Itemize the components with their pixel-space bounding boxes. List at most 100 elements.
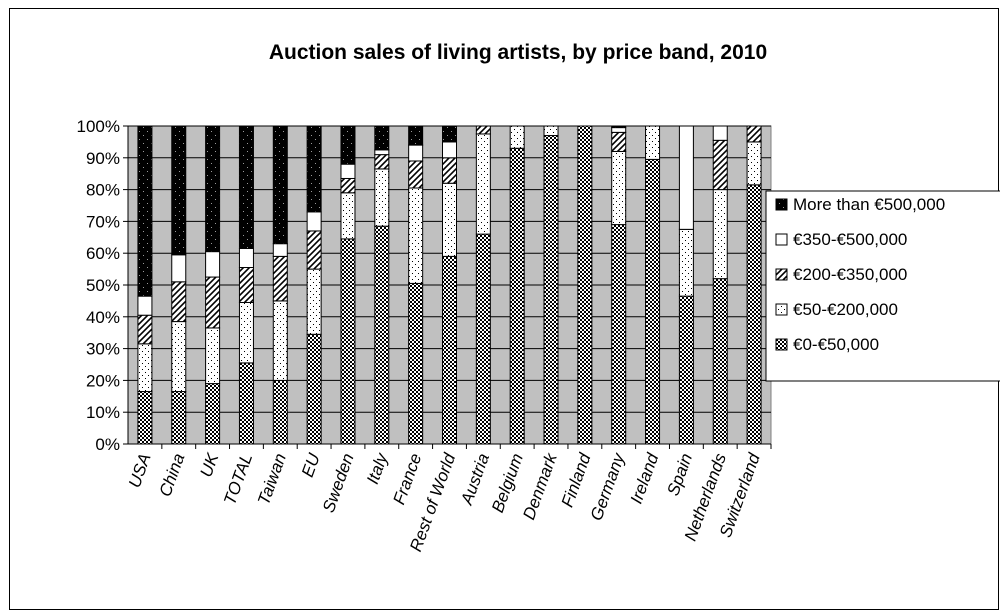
x-tick-label: Spain <box>663 451 696 498</box>
bar-segment <box>611 131 627 152</box>
bar-segment <box>171 391 187 445</box>
bar-segment <box>272 300 288 381</box>
y-tick-label: 80% <box>86 181 120 200</box>
bar-segment <box>442 157 457 184</box>
y-tick-label: 90% <box>86 149 120 168</box>
x-tick-label: USA <box>125 451 155 490</box>
bar-segment <box>374 125 390 151</box>
bar-segment <box>137 125 153 297</box>
bar-segment <box>746 184 762 445</box>
bar-segment <box>712 125 728 141</box>
x-tick-label: Finland <box>558 450 595 509</box>
y-tick-label: 20% <box>86 371 120 390</box>
legend-label: €350-€500,000 <box>793 230 907 249</box>
chart: Auction sales of living artists, by pric… <box>77 41 1000 554</box>
bar-segment <box>712 139 728 191</box>
bar-segment <box>171 254 187 283</box>
bar-segment <box>272 379 288 445</box>
bar-segment <box>611 125 627 129</box>
x-tick-label: UK <box>196 450 222 479</box>
chart-area: Auction sales of living artists, by pric… <box>9 8 1000 610</box>
bars <box>137 125 762 445</box>
y-tick-label: 70% <box>86 212 120 231</box>
y-tick-label: 60% <box>86 244 120 263</box>
bar-segment <box>205 383 221 445</box>
bar-segment <box>205 276 221 329</box>
bar-segment <box>171 125 187 256</box>
bar-segment <box>746 125 762 143</box>
x-tick-label: China <box>155 451 188 499</box>
x-tick-label: Sweden <box>319 451 358 515</box>
bar-segment <box>746 141 762 186</box>
bar-segment <box>272 255 288 302</box>
bar-segment <box>205 327 221 385</box>
bar-segment <box>678 228 694 297</box>
bar-segment <box>442 141 457 159</box>
bar-segment <box>712 189 728 280</box>
y-tick-label: 0% <box>95 435 120 454</box>
bar-segment <box>475 233 491 445</box>
x-tick-label: France <box>389 451 425 507</box>
y-tick-label: 50% <box>86 276 120 295</box>
bar-segment <box>678 125 694 230</box>
bar-segment <box>712 278 728 445</box>
bar-segment <box>238 362 254 445</box>
chart-title: Auction sales of living artists, by pric… <box>269 41 767 64</box>
bar-segment <box>340 238 356 445</box>
legend-label: €0-€50,000 <box>793 335 879 354</box>
bar-segment <box>306 230 322 270</box>
legend-label: More than €500,000 <box>793 195 945 214</box>
legend-label: €200-€350,000 <box>793 265 907 284</box>
bar-segment <box>306 268 322 335</box>
bar-segment <box>306 333 322 445</box>
bar-segment <box>306 211 322 232</box>
bar-segment <box>475 133 491 235</box>
bar-segment <box>137 295 153 316</box>
bar-segment <box>137 314 153 345</box>
bar-segment <box>205 251 221 278</box>
legend-label: €50-€200,000 <box>793 300 898 319</box>
bar-segment <box>611 127 627 133</box>
bar-segment <box>272 125 288 245</box>
bar-segment <box>238 125 254 249</box>
legend: More than €500,000 €350-€500,000 €200-€350… <box>775 195 945 354</box>
x-tick-label: Ireland <box>627 450 663 506</box>
axes <box>123 125 772 449</box>
bar-segment <box>272 243 288 257</box>
x-tick-label: Italy <box>363 449 392 486</box>
x-tick-label: TOTAL <box>220 451 256 508</box>
bar-segment <box>408 282 424 445</box>
bar-segment <box>408 160 424 189</box>
bar-segment <box>137 343 153 393</box>
bar-segment <box>374 168 390 227</box>
bar-segment <box>442 125 457 143</box>
bar-segment <box>238 301 254 364</box>
bar-segment <box>340 177 356 194</box>
legend-swatch <box>775 268 788 281</box>
bar-segment <box>543 125 559 137</box>
bar-segment <box>238 267 254 303</box>
bar-segment <box>442 182 457 257</box>
bar-segment <box>509 125 525 149</box>
bar-segment <box>645 125 661 160</box>
legend-box <box>765 190 1000 382</box>
bar-segment <box>374 154 390 170</box>
bar-segment <box>238 247 254 269</box>
y-tick-label: 100% <box>77 117 120 136</box>
bar-segment <box>374 149 390 156</box>
bar-segment <box>509 147 525 445</box>
bar-segment <box>611 224 627 445</box>
y-tick-label: 30% <box>86 340 120 359</box>
x-tick-label: EU <box>298 450 324 479</box>
bar-segment <box>306 125 322 213</box>
bar-segment <box>374 225 390 445</box>
legend-swatch <box>775 233 788 246</box>
y-tick-label: 40% <box>86 308 120 327</box>
bar-segment <box>171 321 187 393</box>
bar-segment <box>340 192 356 240</box>
y-tick-labels: 0% 10% 20% 30% 40% 50% 60% 70% 80% 90% 100% <box>77 117 120 454</box>
y-tick-label: 10% <box>86 403 120 422</box>
bar-segment <box>171 281 187 323</box>
x-tick-label: Austria <box>457 451 493 508</box>
